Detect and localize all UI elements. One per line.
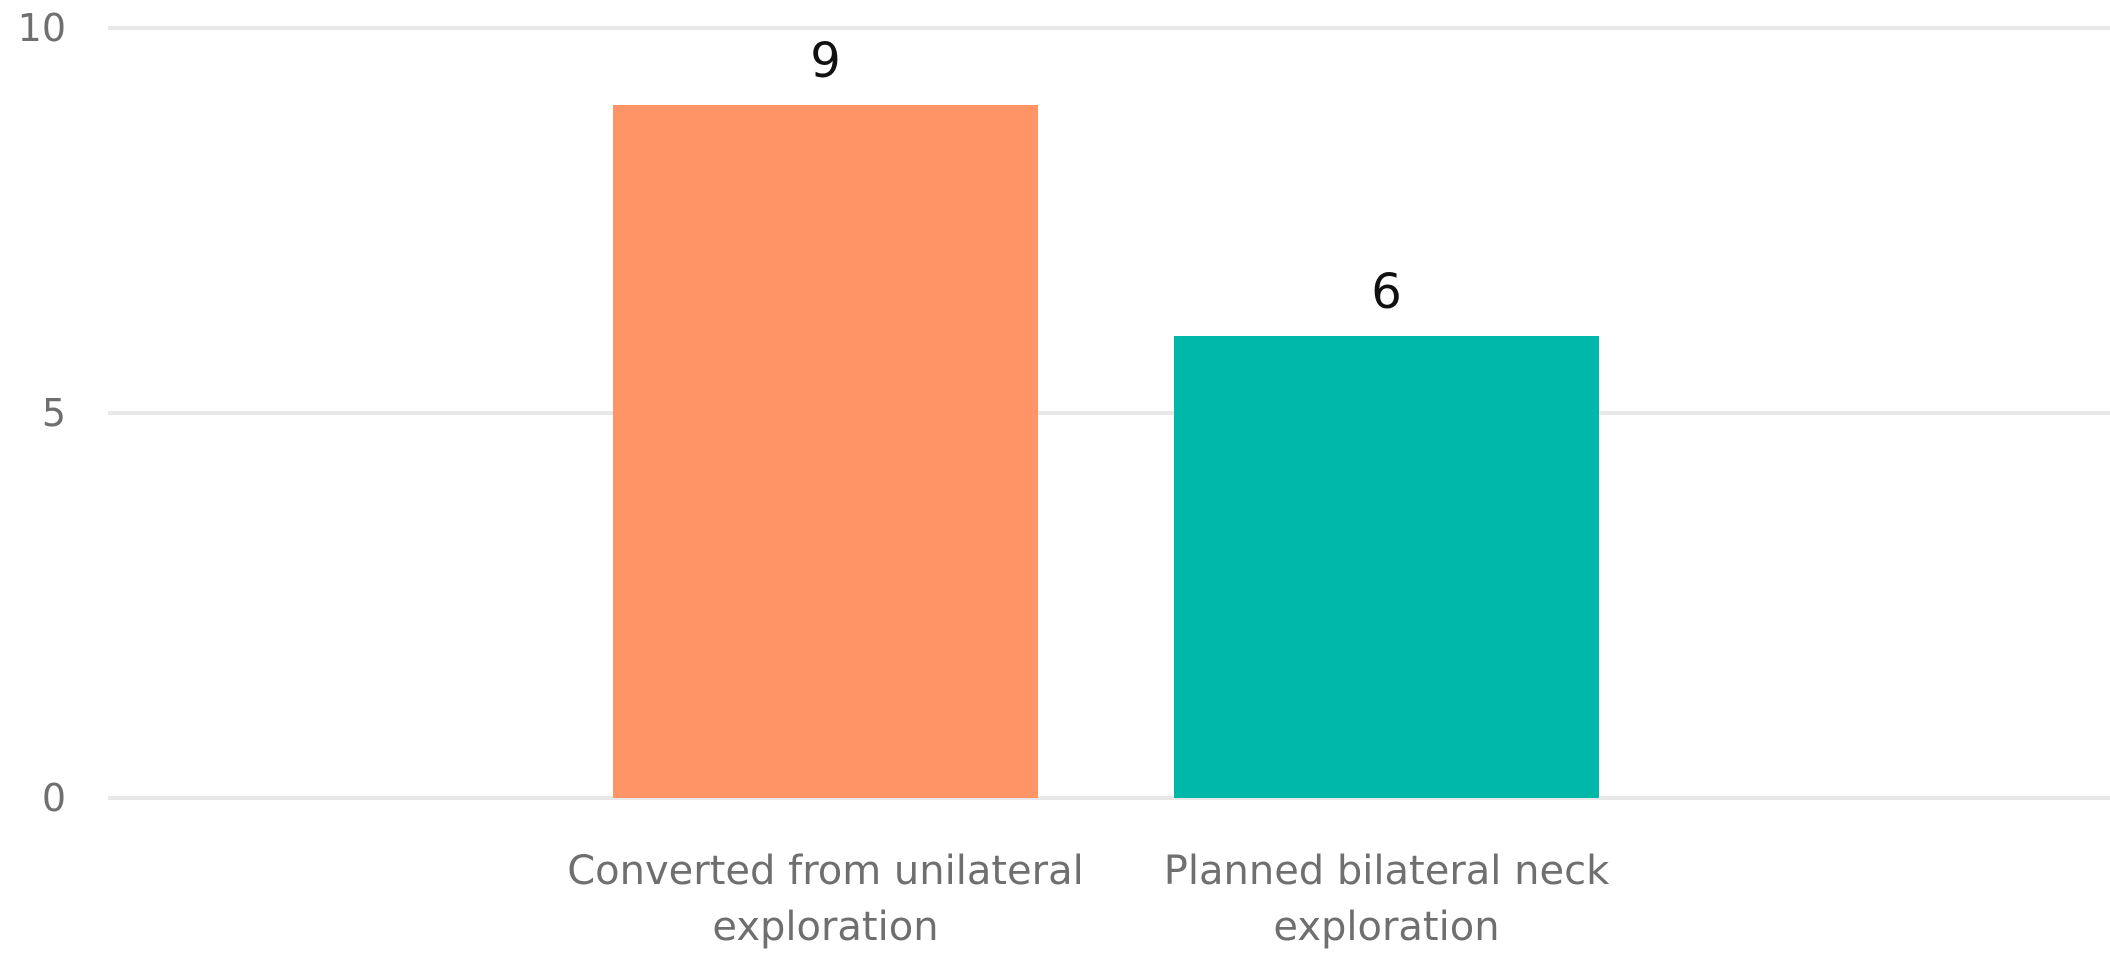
y-axis-tick-labels: 0 5 10 (18, 6, 66, 820)
x-category-label-2-line-2: exploration (1273, 904, 1499, 950)
bar-1 (613, 105, 1038, 798)
x-category-label-2-line-1: Planned bilateral neck (1164, 848, 1610, 894)
y-tick-label-0: 0 (42, 776, 66, 820)
bars (613, 105, 1599, 798)
x-category-label-1: Converted from unilateral exploration (567, 848, 1083, 950)
value-labels: 96 (810, 33, 1402, 320)
bar-value-label-1: 9 (810, 33, 841, 89)
x-category-label-1-line-2: exploration (712, 904, 938, 950)
bar-value-label-2: 6 (1371, 264, 1402, 320)
y-tick-label-10: 10 (18, 6, 66, 50)
bar-2 (1174, 336, 1599, 798)
x-category-label-2: Planned bilateral neck exploration (1164, 848, 1610, 950)
y-tick-label-5: 5 (42, 391, 66, 435)
x-axis-category-labels: Converted from unilateral explorationPlan… (567, 848, 1610, 950)
x-category-label-1-line-1: Converted from unilateral (567, 848, 1083, 894)
grid-layer (108, 26, 2110, 800)
